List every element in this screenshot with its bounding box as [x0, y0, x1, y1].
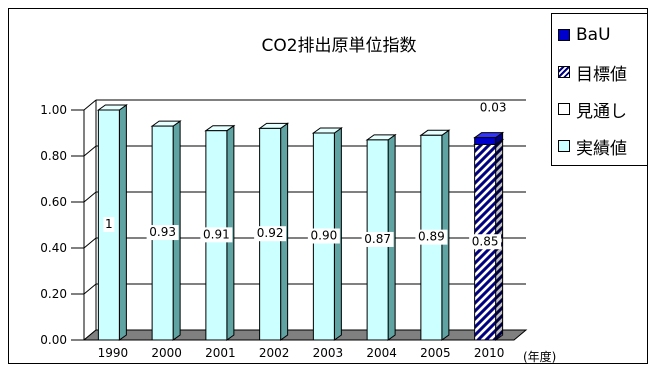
x-tick-label: 2004 [366, 346, 397, 360]
x-tick-label: 2001 [205, 346, 236, 360]
data-label: 0.92 [257, 226, 284, 240]
y-tick-label: 0.00 [40, 333, 67, 347]
gridline-side [83, 145, 97, 157]
x-tick-label: 2002 [259, 346, 290, 360]
gridline-side [83, 99, 97, 111]
legend-swatch-target [558, 66, 570, 78]
bar-bau [473, 131, 505, 146]
data-label-bg [469, 234, 502, 250]
data-label-target: 0.85 [472, 234, 499, 248]
chart-floor [82, 329, 528, 341]
data-label: 0.90 [311, 229, 338, 243]
legend-label-forecast: 見通し [576, 101, 627, 122]
data-label: 0.89 [418, 230, 445, 244]
x-tick-label: 2005 [420, 346, 451, 360]
legend: BaU 目標値 見通し 実績値 [551, 13, 648, 166]
legend-label-bau: BaU [576, 25, 611, 45]
y-tick-label: 1.00 [40, 103, 67, 117]
data-label-bg [415, 229, 448, 245]
legend-label-actual: 実績値 [576, 138, 627, 159]
x-tick-label: 2003 [313, 346, 344, 360]
x-tick-label: 2010 [474, 346, 505, 360]
legend-swatch-actual [558, 140, 570, 152]
y-tick-label: 0.80 [40, 149, 67, 163]
legend-item-actual: 実績値 [558, 131, 627, 161]
gridline-side [83, 237, 97, 249]
data-label-bg [307, 228, 340, 244]
x-tick-label: 1990 [98, 346, 129, 360]
data-label: 0.87 [364, 232, 391, 246]
data-label-bg [200, 227, 233, 243]
legend-item-target: 目標値 [558, 57, 627, 87]
legend-swatch-bau [558, 29, 570, 41]
data-label-bg [103, 217, 115, 232]
data-label-bau: 0.03 [480, 101, 507, 115]
legend-item-forecast: 見通し [558, 94, 627, 124]
gridline-side [83, 283, 97, 295]
x-axis-label: (年度) [523, 350, 557, 364]
bar-actual-side [118, 104, 127, 341]
chart-title: CO2排出原単位指数 [261, 36, 417, 56]
legend-swatch-forecast [558, 103, 570, 115]
y-tick-label: 0.60 [40, 195, 67, 209]
data-label: 0.93 [149, 225, 176, 239]
chart-frame: 1 0.93 0.91 0.92 0.90 0.87 0.89 0.03 0.85 0.00 0.… [8, 8, 648, 364]
x-tick-label: 2000 [151, 346, 182, 360]
data-label: 1 [105, 217, 113, 231]
legend-label-target: 目標値 [576, 64, 627, 85]
data-label: 0.91 [203, 227, 230, 241]
legend-item-bau: BaU [558, 20, 611, 50]
data-label-bg [361, 231, 394, 247]
bar-bau-front [474, 137, 497, 146]
chart-svg: 1 0.93 0.91 0.92 0.90 0.87 0.89 0.03 0.85 0.00 0.… [40, 99, 528, 360]
gridline-side [83, 191, 97, 203]
y-tick-label: 0.40 [40, 241, 67, 255]
y-tick-label: 0.20 [40, 287, 67, 301]
data-label-bg [254, 226, 287, 242]
data-label-bg [146, 225, 179, 241]
